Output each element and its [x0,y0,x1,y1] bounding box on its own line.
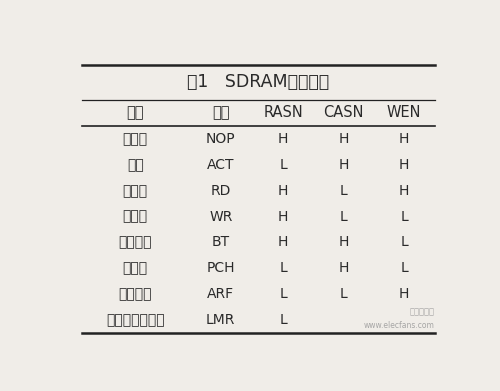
Text: H: H [338,158,349,172]
Text: L: L [400,261,408,275]
Text: 预充电: 预充电 [122,261,148,275]
Text: CASN: CASN [324,105,364,120]
Text: WEN: WEN [387,105,422,120]
Text: 读操作: 读操作 [122,184,148,198]
Text: 命令: 命令 [126,105,144,120]
Text: H: H [278,235,288,249]
Text: H: H [399,158,409,172]
Text: 装入模式寄存器: 装入模式寄存器 [106,313,164,327]
Text: ACT: ACT [207,158,234,172]
Text: H: H [338,132,349,146]
Text: L: L [400,210,408,224]
Text: L: L [279,313,287,327]
Text: LMR: LMR [206,313,236,327]
Text: L: L [279,287,287,301]
Text: 激活: 激活 [127,158,144,172]
Text: L: L [340,184,347,198]
Text: 空操作: 空操作 [122,132,148,146]
Text: WR: WR [209,210,233,224]
Text: 电子发烧友: 电子发烧友 [410,307,434,316]
Text: H: H [399,184,409,198]
Text: 缩写: 缩写 [212,105,230,120]
Text: 写操作: 写操作 [122,210,148,224]
Text: H: H [278,132,288,146]
Text: H: H [338,261,349,275]
Text: H: H [399,132,409,146]
Text: L: L [340,287,347,301]
Text: RD: RD [210,184,231,198]
Text: NOP: NOP [206,132,236,146]
Text: BT: BT [212,235,230,249]
Text: RASN: RASN [263,105,303,120]
Text: 表1   SDRAM总线命令: 表1 SDRAM总线命令 [187,73,329,91]
Text: H: H [278,210,288,224]
Text: L: L [279,158,287,172]
Text: L: L [279,261,287,275]
Text: 突发中止: 突发中止 [118,235,152,249]
Text: L: L [400,235,408,249]
Text: www.elecfans.com: www.elecfans.com [364,321,434,330]
Text: H: H [399,287,409,301]
Text: L: L [340,210,347,224]
Text: 自动刷新: 自动刷新 [118,287,152,301]
Text: PCH: PCH [206,261,235,275]
Text: ARF: ARF [207,287,234,301]
Text: H: H [338,235,349,249]
Text: H: H [278,184,288,198]
